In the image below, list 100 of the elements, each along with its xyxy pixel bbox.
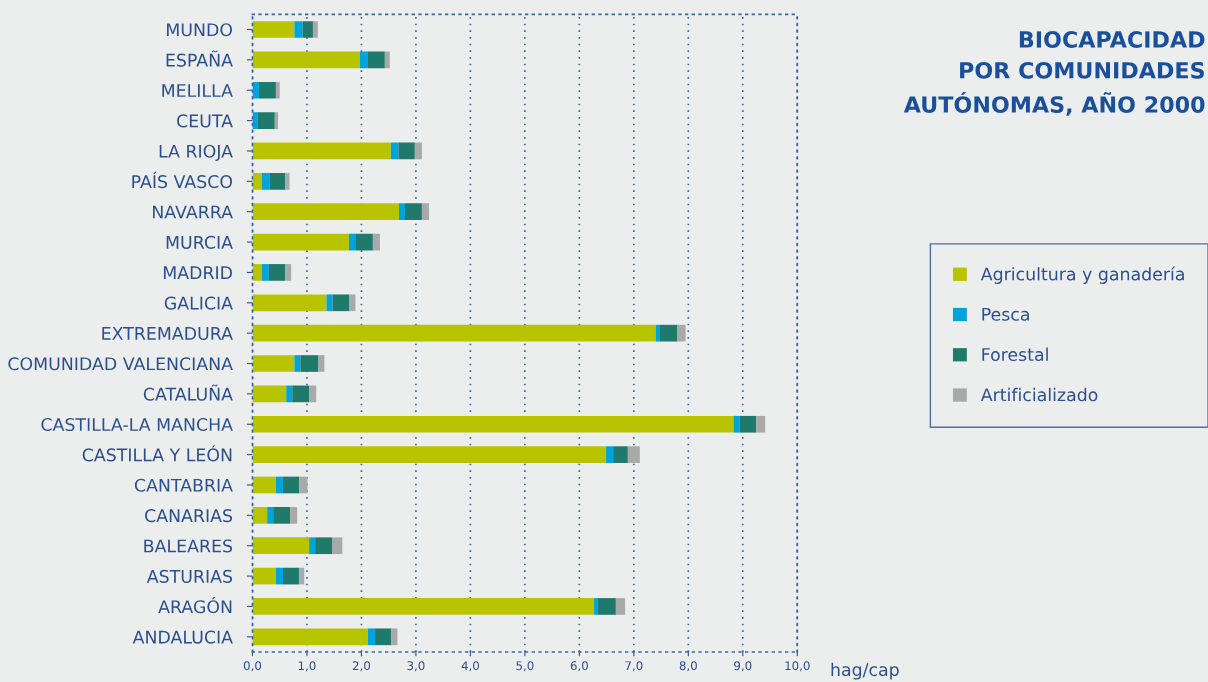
x-tick-label: 5,0 (516, 661, 534, 672)
bar (292, 385, 310, 403)
y-tick-label: ANDALUCIA (132, 630, 233, 644)
bar (615, 598, 626, 615)
bar (318, 355, 325, 372)
bar (326, 294, 333, 312)
y-tick-label: MURCIA (166, 235, 233, 249)
bar (267, 507, 274, 524)
bar (405, 203, 422, 221)
bar (421, 203, 429, 221)
bar (252, 537, 310, 555)
x-tick-label: 0,0 (243, 661, 262, 672)
bar (384, 51, 390, 69)
bar (300, 355, 319, 372)
bar (261, 264, 269, 281)
y-tick-label: EXTREMADURA (102, 327, 233, 340)
bar (252, 355, 295, 372)
x-axis-title: hag/cap (831, 662, 899, 680)
bar (290, 507, 298, 524)
bar (282, 567, 300, 585)
x-tick-label: 7,0 (625, 661, 643, 672)
bar (733, 415, 740, 433)
bar (252, 142, 391, 160)
bar (257, 112, 275, 129)
y-tick-label: ASTURIAS (146, 569, 233, 583)
bar (375, 628, 392, 646)
bar (299, 476, 308, 494)
x-tick-label: 4,0 (461, 661, 479, 672)
bar (252, 385, 287, 403)
bar (332, 537, 343, 555)
bar (391, 628, 398, 646)
legend-label: Artificializado (980, 387, 1098, 402)
bar (273, 507, 291, 524)
bar (252, 81, 260, 99)
bar (252, 294, 327, 312)
x-tick-label: 10,0 (785, 661, 810, 672)
bar (659, 324, 678, 342)
bar (282, 476, 300, 494)
x-tick-label: 6,0 (570, 661, 588, 672)
bar (252, 112, 258, 129)
bar (261, 172, 270, 190)
bar (275, 567, 283, 585)
bar (294, 355, 301, 372)
bar (399, 203, 406, 221)
bar (594, 598, 598, 615)
bar (739, 415, 757, 433)
legend-label: Pesca (982, 307, 1029, 321)
y-tick-label: COMUNIDAD VALENCIANA (8, 357, 233, 371)
text: BIOCAPACIDAD POR COMUNIDADES AUTÓNOMAS, AÑO 2000 (903, 31, 1205, 116)
x-tick-label: 2,0 (352, 661, 371, 672)
x-tick-label: 8,0 (679, 661, 697, 672)
bar (252, 172, 262, 190)
bar (655, 324, 660, 342)
bar (252, 203, 400, 221)
x-tick-label: 9,0 (734, 661, 752, 672)
y-tick-label: CANTABRIA (134, 478, 233, 492)
bar (398, 142, 415, 160)
y-tick-label: CASTILLA Y LEÓN (82, 445, 232, 462)
y-tick-label: CATALUÑA (143, 384, 233, 401)
legend-label: Agricultura y ganadería (980, 266, 1184, 284)
bar (315, 537, 333, 555)
bar (269, 172, 286, 190)
x-tick-label: 3,0 (407, 661, 425, 672)
bar (359, 51, 368, 69)
bar (252, 567, 276, 585)
bar (367, 51, 385, 69)
bar (285, 172, 290, 190)
bar (367, 628, 376, 646)
y-tick-label: MADRID (163, 266, 232, 280)
bar (348, 233, 356, 251)
bar (252, 476, 276, 494)
legend-label: Forestal (982, 347, 1048, 362)
bar (756, 415, 766, 433)
bar (349, 294, 356, 312)
bar (268, 264, 286, 281)
bar (355, 233, 373, 251)
bar (372, 233, 380, 251)
bar (252, 507, 268, 524)
bar (275, 476, 283, 494)
y-tick-label: BALEARES (144, 539, 233, 553)
bar (414, 142, 422, 160)
bar (302, 21, 313, 38)
bar (252, 233, 349, 251)
bar (677, 324, 686, 342)
bar (309, 537, 316, 555)
y-tick-label: ARAGÓN (158, 596, 232, 614)
y-tick-label: GALICIA (164, 296, 233, 310)
bar (613, 446, 628, 463)
bar (252, 446, 607, 463)
bar (285, 264, 292, 281)
y-tick-label: CASTILLA-LA MANCHA (41, 417, 233, 432)
bar (274, 112, 279, 129)
y-tick-label: NAVARRA (153, 205, 233, 219)
bar (597, 598, 616, 615)
bar (332, 294, 350, 312)
x-tick-label: 1,0 (298, 661, 316, 672)
bar (275, 81, 280, 99)
bar (286, 385, 293, 403)
y-tick-label: ESPAÑA (166, 50, 233, 67)
bar (252, 21, 295, 38)
